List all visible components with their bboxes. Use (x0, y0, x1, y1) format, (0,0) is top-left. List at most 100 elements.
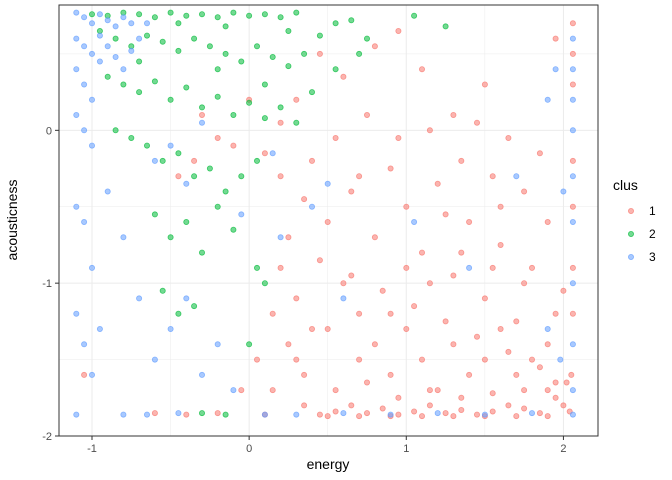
data-point-clus-1 (552, 310, 559, 317)
data-point-clus-1 (411, 408, 418, 415)
data-point-clus-2 (230, 9, 237, 16)
data-point-clus-3 (293, 411, 300, 418)
data-point-clus-2 (206, 43, 213, 50)
data-point-clus-2 (222, 411, 229, 418)
data-point-clus-1 (450, 413, 457, 420)
data-point-clus-1 (426, 127, 433, 134)
data-point-clus-2 (348, 17, 355, 24)
data-point-clus-2 (214, 14, 221, 21)
data-point-clus-1 (450, 112, 457, 119)
data-point-clus-2 (198, 410, 205, 417)
data-point-clus-3 (104, 43, 111, 50)
data-point-clus-1 (497, 203, 504, 210)
data-point-clus-3 (529, 410, 536, 417)
data-point-clus-2 (261, 115, 268, 122)
data-point-clus-1 (552, 394, 559, 401)
data-point-clus-3 (143, 411, 150, 418)
data-point-clus-1 (403, 264, 410, 271)
data-point-clus-1 (536, 410, 543, 417)
data-point-clus-1 (489, 390, 496, 397)
data-point-clus-2 (214, 93, 221, 100)
data-point-clus-2 (191, 35, 198, 42)
legend-key-1 (628, 207, 635, 214)
data-point-clus-1 (214, 410, 221, 417)
data-point-clus-2 (214, 203, 221, 210)
data-point-clus-2 (136, 89, 143, 96)
data-point-clus-1 (214, 134, 221, 141)
y-axis-title: acousticness (4, 180, 20, 261)
data-point-clus-1 (569, 310, 576, 317)
data-point-clus-1 (569, 264, 576, 271)
data-point-clus-1 (513, 318, 520, 325)
data-point-clus-2 (183, 218, 190, 225)
data-point-clus-1 (552, 379, 559, 386)
data-point-clus-2 (198, 249, 205, 256)
data-point-clus-3 (73, 203, 80, 210)
data-point-clus-1 (332, 134, 339, 141)
data-point-clus-3 (340, 295, 347, 302)
data-point-clus-2 (222, 50, 229, 57)
data-point-clus-1 (450, 272, 457, 279)
data-point-clus-1 (363, 410, 370, 417)
data-point-clus-3 (136, 35, 143, 42)
data-point-clus-2 (316, 32, 323, 39)
data-point-clus-1 (505, 348, 512, 355)
data-point-clus-1 (563, 379, 570, 386)
data-point-clus-3 (112, 23, 119, 30)
data-point-clus-3 (261, 411, 268, 418)
data-point-clus-2 (151, 78, 158, 85)
data-point-clus-3 (73, 112, 80, 119)
data-point-clus-2 (175, 150, 182, 157)
data-point-clus-1 (536, 364, 543, 371)
data-point-clus-2 (175, 310, 182, 317)
x-axis-ticks: -1 0 1 2 (87, 436, 566, 455)
data-point-clus-2 (198, 11, 205, 18)
data-point-clus-2 (191, 303, 198, 310)
data-point-clus-2 (222, 188, 229, 195)
data-point-clus-1 (489, 408, 496, 415)
data-point-clus-1 (473, 119, 480, 126)
x-tick-label: 0 (246, 443, 252, 455)
data-point-clus-3 (569, 341, 576, 348)
data-point-clus-2 (159, 157, 166, 164)
data-point-clus-3 (143, 20, 150, 27)
data-point-clus-1 (569, 50, 576, 57)
data-point-clus-1 (277, 119, 284, 126)
data-point-clus-1 (513, 413, 520, 420)
data-point-clus-1 (505, 402, 512, 409)
plot-panel-border (58, 4, 599, 437)
data-point-clus-3 (120, 14, 127, 21)
data-point-clus-3 (96, 325, 103, 332)
legend-key-2 (628, 230, 635, 237)
data-point-clus-1 (458, 157, 465, 164)
data-point-clus-1 (426, 387, 433, 394)
data-point-clus-1 (513, 371, 520, 378)
data-point-clus-1 (191, 157, 198, 164)
data-point-clus-2 (253, 264, 260, 271)
data-point-clus-3 (120, 66, 127, 73)
data-point-clus-1 (569, 20, 576, 27)
data-point-clus-2 (120, 81, 127, 88)
legend-key-3 (628, 253, 635, 260)
data-point-clus-3 (552, 66, 559, 73)
data-point-clus-2 (167, 234, 174, 241)
data-point-clus-2 (246, 341, 253, 348)
data-point-clus-2 (136, 11, 143, 18)
data-point-clus-3 (104, 17, 111, 24)
data-point-clus-1 (324, 325, 331, 332)
data-point-clus-1 (183, 411, 190, 418)
data-point-clus-1 (442, 211, 449, 218)
data-point-clus-3 (120, 234, 127, 241)
data-point-clus-1 (371, 341, 378, 348)
data-point-clus-2 (230, 226, 237, 233)
data-point-clus-3 (89, 96, 96, 103)
data-point-clus-1 (308, 325, 315, 332)
data-point-clus-2 (308, 89, 315, 96)
data-point-clus-1 (316, 411, 323, 418)
data-point-clus-1 (253, 356, 260, 363)
data-point-clus-1 (426, 402, 433, 409)
data-point-clus-1 (387, 165, 394, 172)
data-point-clus-2 (183, 84, 190, 91)
data-point-clus-3 (569, 218, 576, 225)
